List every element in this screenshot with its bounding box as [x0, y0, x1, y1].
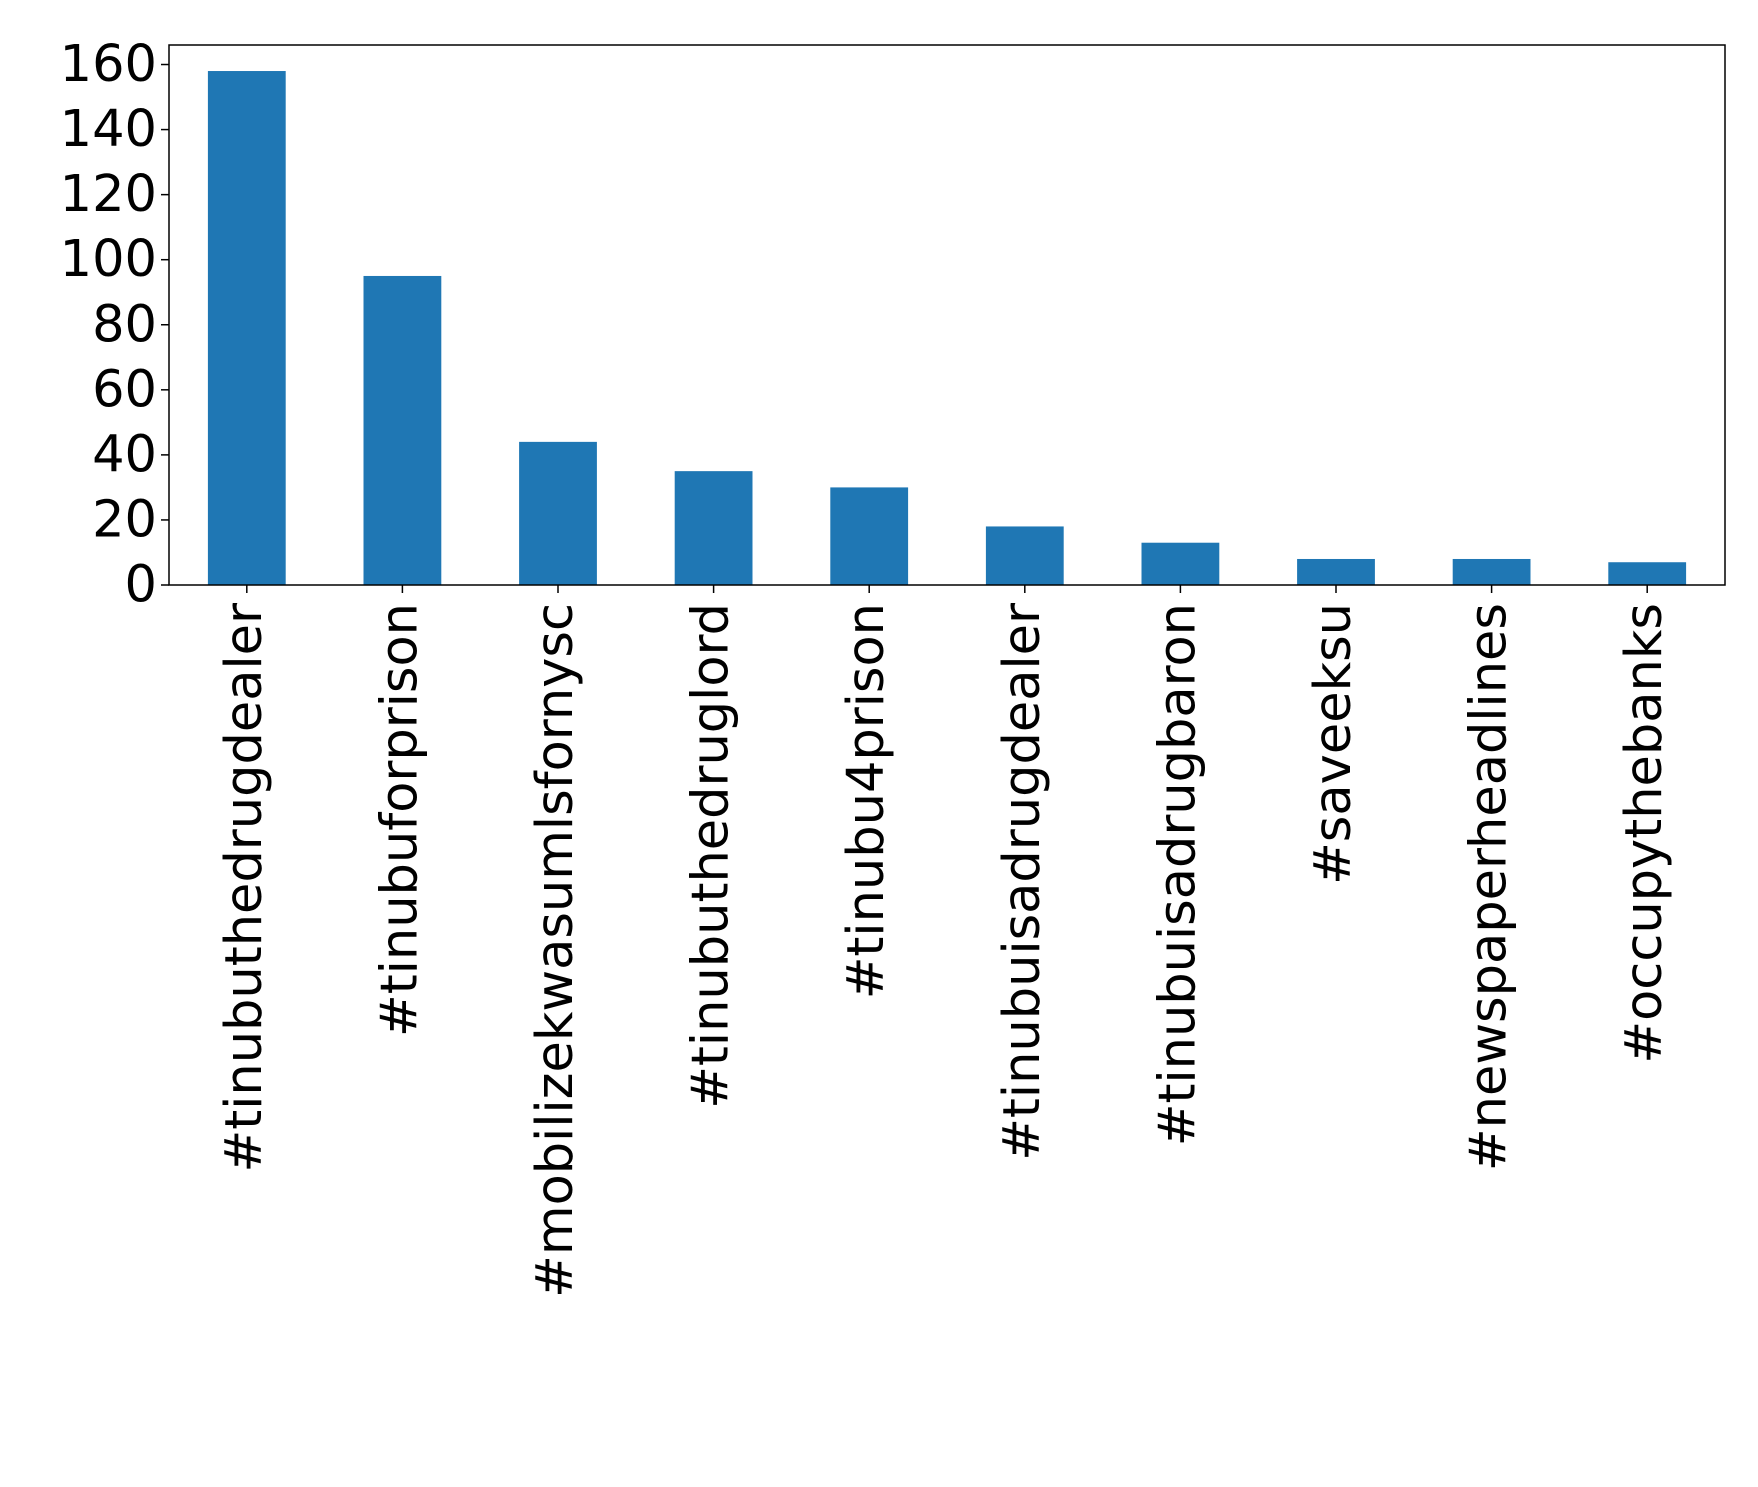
bar — [1608, 562, 1687, 585]
x-tick-label: #tinubu4prison — [837, 603, 896, 999]
x-tick-label: #tinubuisadrugbaron — [1148, 603, 1207, 1146]
bar — [674, 471, 753, 585]
x-tick-label: #saveeksu — [1304, 603, 1363, 885]
y-tick-label: 120 — [60, 165, 157, 224]
x-tick-label: #tinubuthedrugdealer — [215, 603, 274, 1173]
y-tick-label: 160 — [60, 35, 157, 94]
y-axis: 0 20 40 60 80 100 120 140 160 — [60, 35, 169, 615]
x-tick-label: #occupythebanks — [1615, 603, 1674, 1064]
y-tick-label: 140 — [60, 100, 157, 159]
bar — [207, 71, 286, 585]
y-tick-label: 80 — [92, 295, 157, 354]
bar — [1141, 542, 1220, 585]
x-tick-label: #tinubuthedruglord — [682, 603, 741, 1109]
x-axis: #tinubuthedrugdealer #tinubuforprison #mob… — [215, 585, 1674, 1298]
x-tick-label: #mobilizekwasumlsfornysc — [526, 603, 585, 1298]
bar — [830, 487, 909, 585]
x-tick-label: #tinubuisadrugdealer — [993, 603, 1052, 1161]
bars-layer — [207, 71, 1687, 585]
plot-frame — [168, 44, 1726, 586]
y-tick-label: 40 — [92, 425, 157, 484]
y-tick-label: 60 — [92, 360, 157, 419]
x-tick-label: #newspaperheadlines — [1460, 603, 1519, 1171]
y-tick-label: 20 — [92, 490, 157, 549]
y-tick-label: 100 — [60, 230, 157, 289]
bar — [363, 275, 442, 585]
bar — [1452, 558, 1531, 585]
bar — [985, 526, 1064, 585]
bar — [519, 441, 597, 585]
bar — [1297, 558, 1375, 585]
y-tick-label: 0 — [125, 556, 157, 615]
x-tick-label: #tinubuforprison — [370, 603, 429, 1037]
